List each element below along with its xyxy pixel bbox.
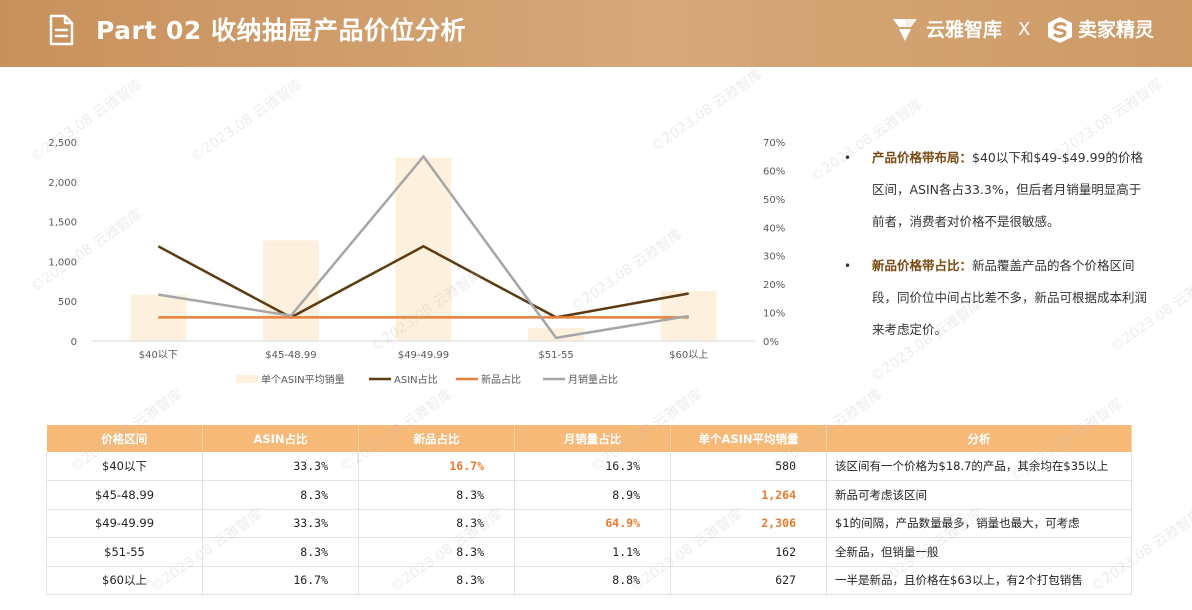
new-share-cell: 8.3% xyxy=(358,480,515,510)
sales-share-cell: 1.1% xyxy=(514,537,671,567)
analysis-cell: 一半是新品，且价格在$63以上，有2个打包销售 xyxy=(826,566,1132,595)
bullet-new-product: • 新品价格带占比：新品覆盖产品的各个价格区间段，同价位中间占比差不多，新品可根… xyxy=(842,250,1147,346)
table-row: $51-55 8.3% 8.3% 1.1% 162 全新品，但销量一般 xyxy=(46,537,1132,567)
bullet-price-layout: • 产品价格带布局：$40以下和$49-$49.99的价格区间，ASIN各占33… xyxy=(842,142,1147,238)
x-tick-label: $51-55 xyxy=(538,350,573,361)
col-header-range: 价格区间 xyxy=(46,425,203,452)
legend-label: 单个ASIN平均销量 xyxy=(261,373,345,386)
legend-label: ASIN占比 xyxy=(394,373,438,386)
line-series xyxy=(157,154,689,340)
x-tick-label: $45-48.99 xyxy=(265,350,316,361)
sales-share-cell: 16.3% xyxy=(514,452,671,481)
table-row: $40以下 33.3% 16.7% 16.3% 580 该区间有一个价格为$18.7的产品… xyxy=(46,452,1132,481)
bar xyxy=(262,240,319,341)
left-tick-label: 1,000 xyxy=(48,257,77,268)
analysis-bullets: • 产品价格带布局：$40以下和$49-$49.99的价格区间，ASIN各占33… xyxy=(842,142,1147,358)
bar xyxy=(395,157,452,341)
page-title: Part 02 收纳抽屉产品价位分析 xyxy=(96,16,466,45)
new-share-cell: 8.3% xyxy=(358,566,515,595)
header-bar: Part 02 收纳抽屉产品价位分析 云雅智库 X 卖家精灵 xyxy=(0,0,1192,67)
new-share-cell: 16.7% xyxy=(358,452,515,481)
left-tick-label: 0 xyxy=(71,337,77,348)
x-tick-label: $40以下 xyxy=(139,350,178,361)
brand-separator: X xyxy=(1018,19,1031,40)
right-tick-label: 40% xyxy=(763,223,785,234)
bullet-label: 新品价格带占比： xyxy=(872,258,973,273)
left-tick-label: 500 xyxy=(58,297,77,308)
analysis-cell: 全新品，但销量一般 xyxy=(826,537,1132,567)
right-tick-label: 10% xyxy=(763,309,785,320)
maijia-logo-icon xyxy=(1048,17,1072,43)
right-tick-label: 20% xyxy=(763,280,785,291)
x-tick-label: $60以上 xyxy=(669,349,708,361)
bullet-dot-icon: • xyxy=(844,259,852,273)
analysis-cell: 新品可考虑该区间 xyxy=(826,480,1132,510)
left-tick-label: 2,000 xyxy=(48,178,77,189)
right-tick-label: 60% xyxy=(763,166,785,177)
sales-share-cell: 8.8% xyxy=(514,566,671,595)
new-share-cell: 8.3% xyxy=(358,537,515,567)
range-cell: $51-55 xyxy=(46,537,203,567)
asin-share-cell: 33.3% xyxy=(202,452,359,481)
sales-share-cell: 64.9% xyxy=(514,509,671,538)
col-header-avg: 单个ASIN平均销量 xyxy=(670,425,827,452)
right-tick-label: 70% xyxy=(763,138,785,149)
avg-sales-cell: 1,264 xyxy=(670,480,827,510)
sales-share-cell: 8.9% xyxy=(514,480,671,510)
x-tick-label: $49-49.99 xyxy=(398,350,449,361)
legend-label: 新品占比 xyxy=(481,373,521,386)
avg-sales-cell: 2,306 xyxy=(670,509,827,538)
right-tick-label: 30% xyxy=(763,252,785,263)
left-tick-label: 2,500 xyxy=(48,138,77,149)
chart-legend: 单个ASIN平均销量 ASIN占比 新品占比 月销量占比 xyxy=(236,373,618,386)
price-band-table: 价格区间 ASIN占比 新品占比 月销量占比 单个ASIN平均销量 分析 $40… xyxy=(46,425,1132,595)
analysis-cell: $1的间隔，产品数量最多，销量也最大，可考虑 xyxy=(826,509,1132,538)
bullet-text: $40以下和$49-$49.99的价格区间，ASIN各占33.3%，但后者月销量… xyxy=(872,150,1143,229)
col-header-sales: 月销量占比 xyxy=(514,425,671,452)
brand-yunya-name: 云雅智库 xyxy=(926,19,1003,41)
range-cell: $60以上 xyxy=(46,566,203,595)
right-tick-label: 50% xyxy=(763,195,785,206)
yunya-logo-icon xyxy=(893,19,917,41)
asin-share-cell: 8.3% xyxy=(202,537,359,567)
bullet-text: 新品覆盖产品的各个价格区间段，同价位中间占比差不多，新品可根据成本利润来考虑定价… xyxy=(872,258,1148,337)
series-line xyxy=(158,154,689,340)
range-cell: $49-49.99 xyxy=(46,509,203,538)
legend-label: 月销量占比 xyxy=(568,373,618,386)
bar xyxy=(528,328,585,341)
table-row: $60以上 16.7% 8.3% 8.8% 627 一半是新品，且价格在$63以上，有2个… xyxy=(46,566,1132,595)
bar-series xyxy=(130,157,717,341)
col-header-note: 分析 xyxy=(826,425,1132,452)
table-row: $49-49.99 33.3% 8.3% 64.9% 2,306 $1的间隔，产品数量最多… xyxy=(46,509,1132,538)
brand-maijia-name: 卖家精灵 xyxy=(1078,19,1155,41)
bullet-label: 产品价格带布局： xyxy=(872,150,973,165)
col-header-asin: ASIN占比 xyxy=(202,425,359,452)
avg-sales-cell: 162 xyxy=(670,537,827,567)
document-icon xyxy=(49,14,74,46)
asin-share-cell: 16.7% xyxy=(202,566,359,595)
series-line xyxy=(157,244,689,319)
left-axis: 0 500 1,000 1,500 2,000 2,500 xyxy=(48,138,77,348)
price-band-chart: 0 500 1,000 1,500 2,000 2,500 0% 10% 20% 30% 40% 5… xyxy=(48,138,785,386)
avg-sales-cell: 580 xyxy=(670,452,827,481)
x-axis: $40以下 $45-48.99 $49-49.99 $51-55 $60以上 xyxy=(139,349,708,361)
left-tick-label: 1,500 xyxy=(48,218,77,229)
col-header-new: 新品占比 xyxy=(358,425,515,452)
avg-sales-cell: 627 xyxy=(670,566,827,595)
legend-swatch xyxy=(236,375,258,383)
bullet-dot-icon: • xyxy=(844,151,852,165)
asin-share-cell: 33.3% xyxy=(202,509,359,538)
range-cell: $45-48.99 xyxy=(46,480,203,510)
table-header-row: 价格区间 ASIN占比 新品占比 月销量占比 单个ASIN平均销量 分析 xyxy=(46,425,1132,452)
right-axis: 0% 10% 20% 30% 40% 50% 60% 70% xyxy=(763,138,785,348)
right-tick-label: 0% xyxy=(763,337,779,348)
range-cell: $40以下 xyxy=(46,452,203,481)
table-row: $45-48.99 8.3% 8.3% 8.9% 1,264 新品可考虑该区间 xyxy=(46,480,1132,510)
asin-share-cell: 8.3% xyxy=(202,480,359,510)
analysis-cell: 该区间有一个价格为$18.7的产品，其余均在$35以上 xyxy=(826,452,1132,481)
new-share-cell: 8.3% xyxy=(358,509,515,538)
